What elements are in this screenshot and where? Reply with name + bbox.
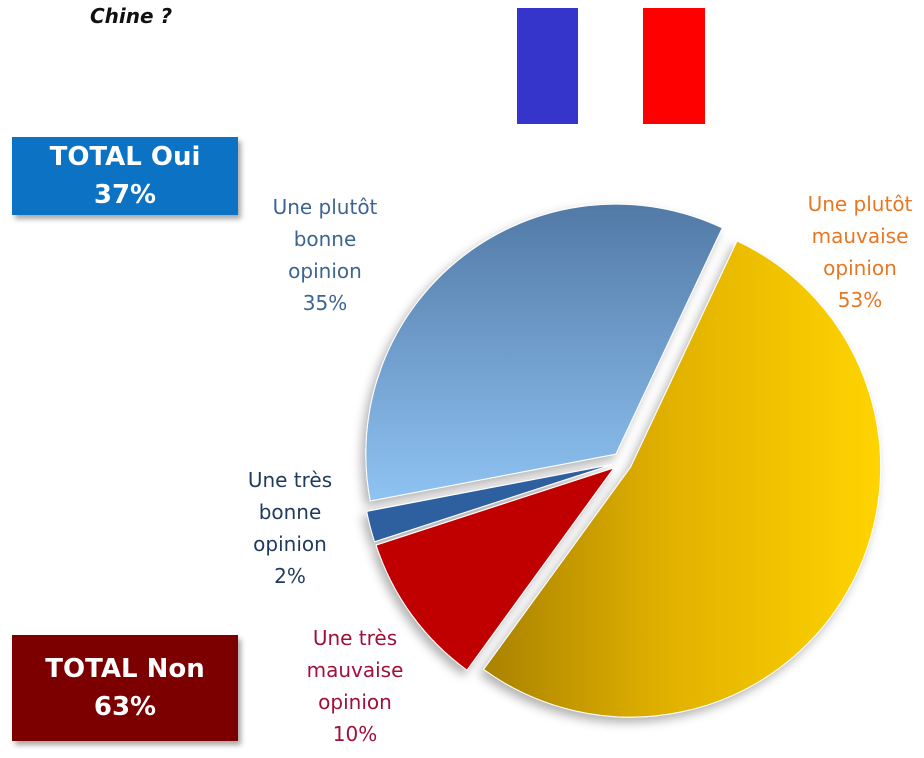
slice-value: 10% bbox=[332, 722, 378, 746]
slice-category: Une très bonne opinion bbox=[247, 468, 333, 556]
slice-category: Une très mauvaise opinion bbox=[306, 626, 404, 714]
flag bbox=[517, 8, 705, 124]
flag-red bbox=[643, 8, 705, 124]
slice-label: Une très bonne opinion 2% bbox=[228, 464, 352, 592]
slice-value: 35% bbox=[302, 291, 348, 315]
flag-blue bbox=[517, 8, 578, 124]
title: Chine ? bbox=[90, 4, 173, 28]
total-label: TOTAL Non bbox=[45, 654, 205, 684]
pie-slice bbox=[375, 466, 616, 671]
slice-label: Une plutôt bonne opinion 35% bbox=[263, 191, 387, 319]
total-label: TOTAL Oui bbox=[49, 142, 201, 172]
slice-label: Une très mauvaise opinion 10% bbox=[293, 622, 417, 750]
pie-slice bbox=[482, 240, 882, 718]
slice-label: Une plutôt mauvaise opinion 53% bbox=[798, 188, 922, 316]
pie-slice bbox=[366, 463, 613, 543]
slice-category: Une plutôt bonne opinion bbox=[272, 195, 378, 283]
pie-slice bbox=[365, 203, 723, 502]
total-box: TOTAL Oui 37% bbox=[12, 137, 238, 215]
slice-value: 2% bbox=[274, 564, 306, 588]
total-box: TOTAL Non 63% bbox=[12, 635, 238, 741]
total-value: 63% bbox=[93, 692, 157, 722]
slice-value: 53% bbox=[837, 288, 883, 312]
pie bbox=[365, 203, 882, 718]
total-value: 37% bbox=[93, 180, 157, 210]
slice-category: Une plutôt mauvaise opinion bbox=[807, 192, 913, 280]
